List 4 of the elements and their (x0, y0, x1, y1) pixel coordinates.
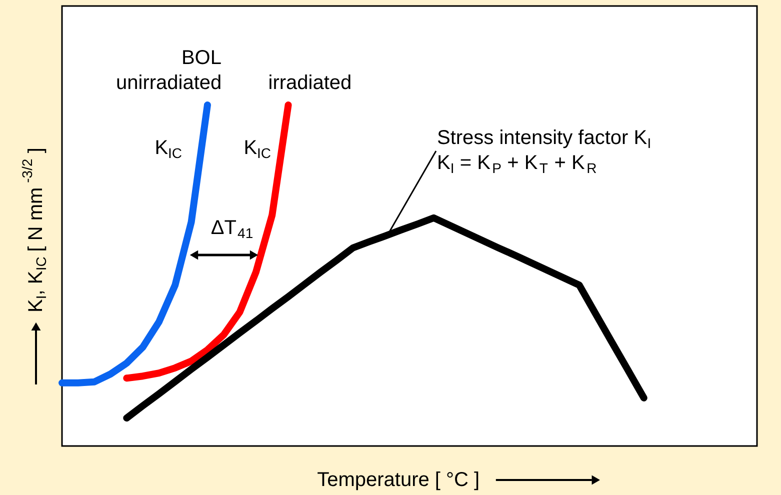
x-axis-title: Temperature [ °C ] (317, 469, 480, 491)
series-label: BOL unirradiated (116, 47, 222, 94)
y-axis-title: KI, KIC [ N mm -3/2 ] (19, 148, 49, 312)
series-label: irradiated (268, 72, 352, 94)
